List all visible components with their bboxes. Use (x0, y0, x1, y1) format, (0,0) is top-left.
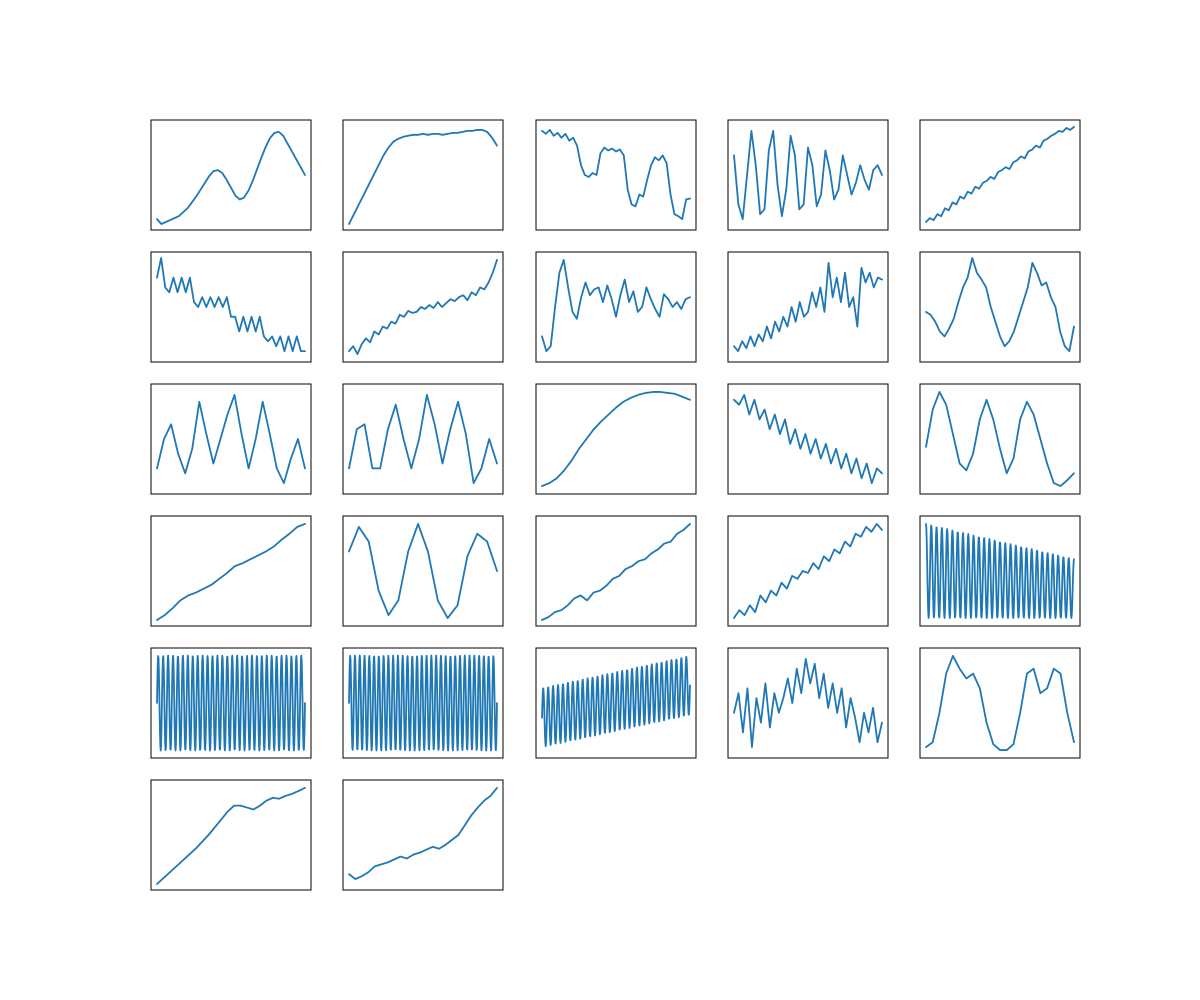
series-line (156, 257, 306, 352)
subplot-frame (727, 119, 889, 231)
series-line (733, 523, 883, 619)
subplot-frame (342, 515, 504, 627)
subplot-frame (919, 515, 1081, 627)
subplot-20 (919, 515, 1081, 627)
series-line (733, 394, 883, 484)
series-line (925, 523, 1075, 619)
subplot-frame (150, 119, 312, 231)
series-line (541, 391, 691, 487)
subplot-frame (150, 251, 312, 363)
subplot-frame (727, 383, 889, 495)
series-line (156, 654, 306, 752)
subplot-19 (727, 515, 889, 627)
series-line (156, 523, 306, 621)
series-line (733, 262, 883, 352)
series-line (348, 129, 498, 225)
subplot-26 (150, 779, 312, 891)
subplot-frame (919, 251, 1081, 363)
subplot-7 (342, 251, 504, 363)
subplot-1 (150, 119, 312, 231)
subplot-frame (342, 779, 504, 891)
subplot-frame (342, 383, 504, 495)
subplot-frame (150, 515, 312, 627)
subplot-frame (727, 647, 889, 759)
series-line (348, 394, 498, 484)
subplot-frame (535, 251, 697, 363)
subplot-frame (535, 383, 697, 495)
subplot-15 (919, 383, 1081, 495)
subplot-frame (919, 647, 1081, 759)
subplot-4 (727, 119, 889, 231)
series-line (348, 259, 498, 355)
subplot-27 (342, 779, 504, 891)
subplot-25 (919, 647, 1081, 759)
series-line (156, 130, 306, 225)
subplot-18 (535, 515, 697, 627)
series-line (541, 655, 691, 748)
subplot-12 (342, 383, 504, 495)
series-line (348, 654, 498, 752)
series-line (925, 257, 1075, 352)
subplot-9 (727, 251, 889, 363)
subplot-frame (727, 251, 889, 363)
subplot-frame (342, 251, 504, 363)
series-line (348, 787, 498, 880)
subplot-frame (150, 383, 312, 495)
subplot-frame (150, 647, 312, 759)
subplot-8 (535, 251, 697, 363)
subplot-grid (150, 119, 1081, 891)
series-line (348, 523, 498, 619)
subplot-frame (535, 119, 697, 231)
subplot-17 (342, 515, 504, 627)
series-line (925, 391, 1075, 487)
subplot-14 (727, 383, 889, 495)
subplot-2 (342, 119, 504, 231)
subplot-24 (727, 647, 889, 759)
series-line (541, 129, 691, 220)
subplot-10 (919, 251, 1081, 363)
subplot-frame (150, 779, 312, 891)
subplot-11 (150, 383, 312, 495)
subplot-16 (150, 515, 312, 627)
subplot-frame (535, 647, 697, 759)
series-line (733, 658, 883, 748)
series-line (541, 523, 691, 621)
subplot-5 (919, 119, 1081, 231)
series-line (541, 259, 691, 352)
subplot-frame (919, 119, 1081, 231)
series-line (156, 394, 306, 484)
subplot-13 (535, 383, 697, 495)
series-line (925, 655, 1075, 751)
subplot-frame (342, 119, 504, 231)
series-line (925, 126, 1075, 223)
series-line (733, 130, 883, 220)
subplot-6 (150, 251, 312, 363)
subplot-21 (150, 647, 312, 759)
subplot-23 (535, 647, 697, 759)
subplot-frame (535, 515, 697, 627)
series-line (156, 787, 306, 885)
subplot-frame (919, 383, 1081, 495)
subplot-frame (727, 515, 889, 627)
subplot-22 (342, 647, 504, 759)
subplot-3 (535, 119, 697, 231)
subplot-frame (342, 647, 504, 759)
